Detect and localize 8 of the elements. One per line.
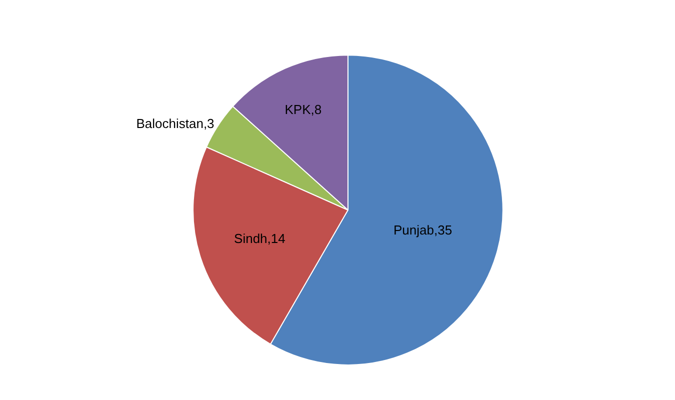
slice-label: KPK xyxy=(284,102,312,117)
data-label: ,35 xyxy=(434,222,452,238)
data-label: ,3 xyxy=(203,116,214,131)
data-label: ,8 xyxy=(310,102,322,117)
slice-label: Balochistan xyxy=(136,116,204,131)
slice-label: Sindh xyxy=(234,231,268,246)
slice-label: Punjab xyxy=(394,222,434,238)
data-label: ,14 xyxy=(267,231,286,246)
